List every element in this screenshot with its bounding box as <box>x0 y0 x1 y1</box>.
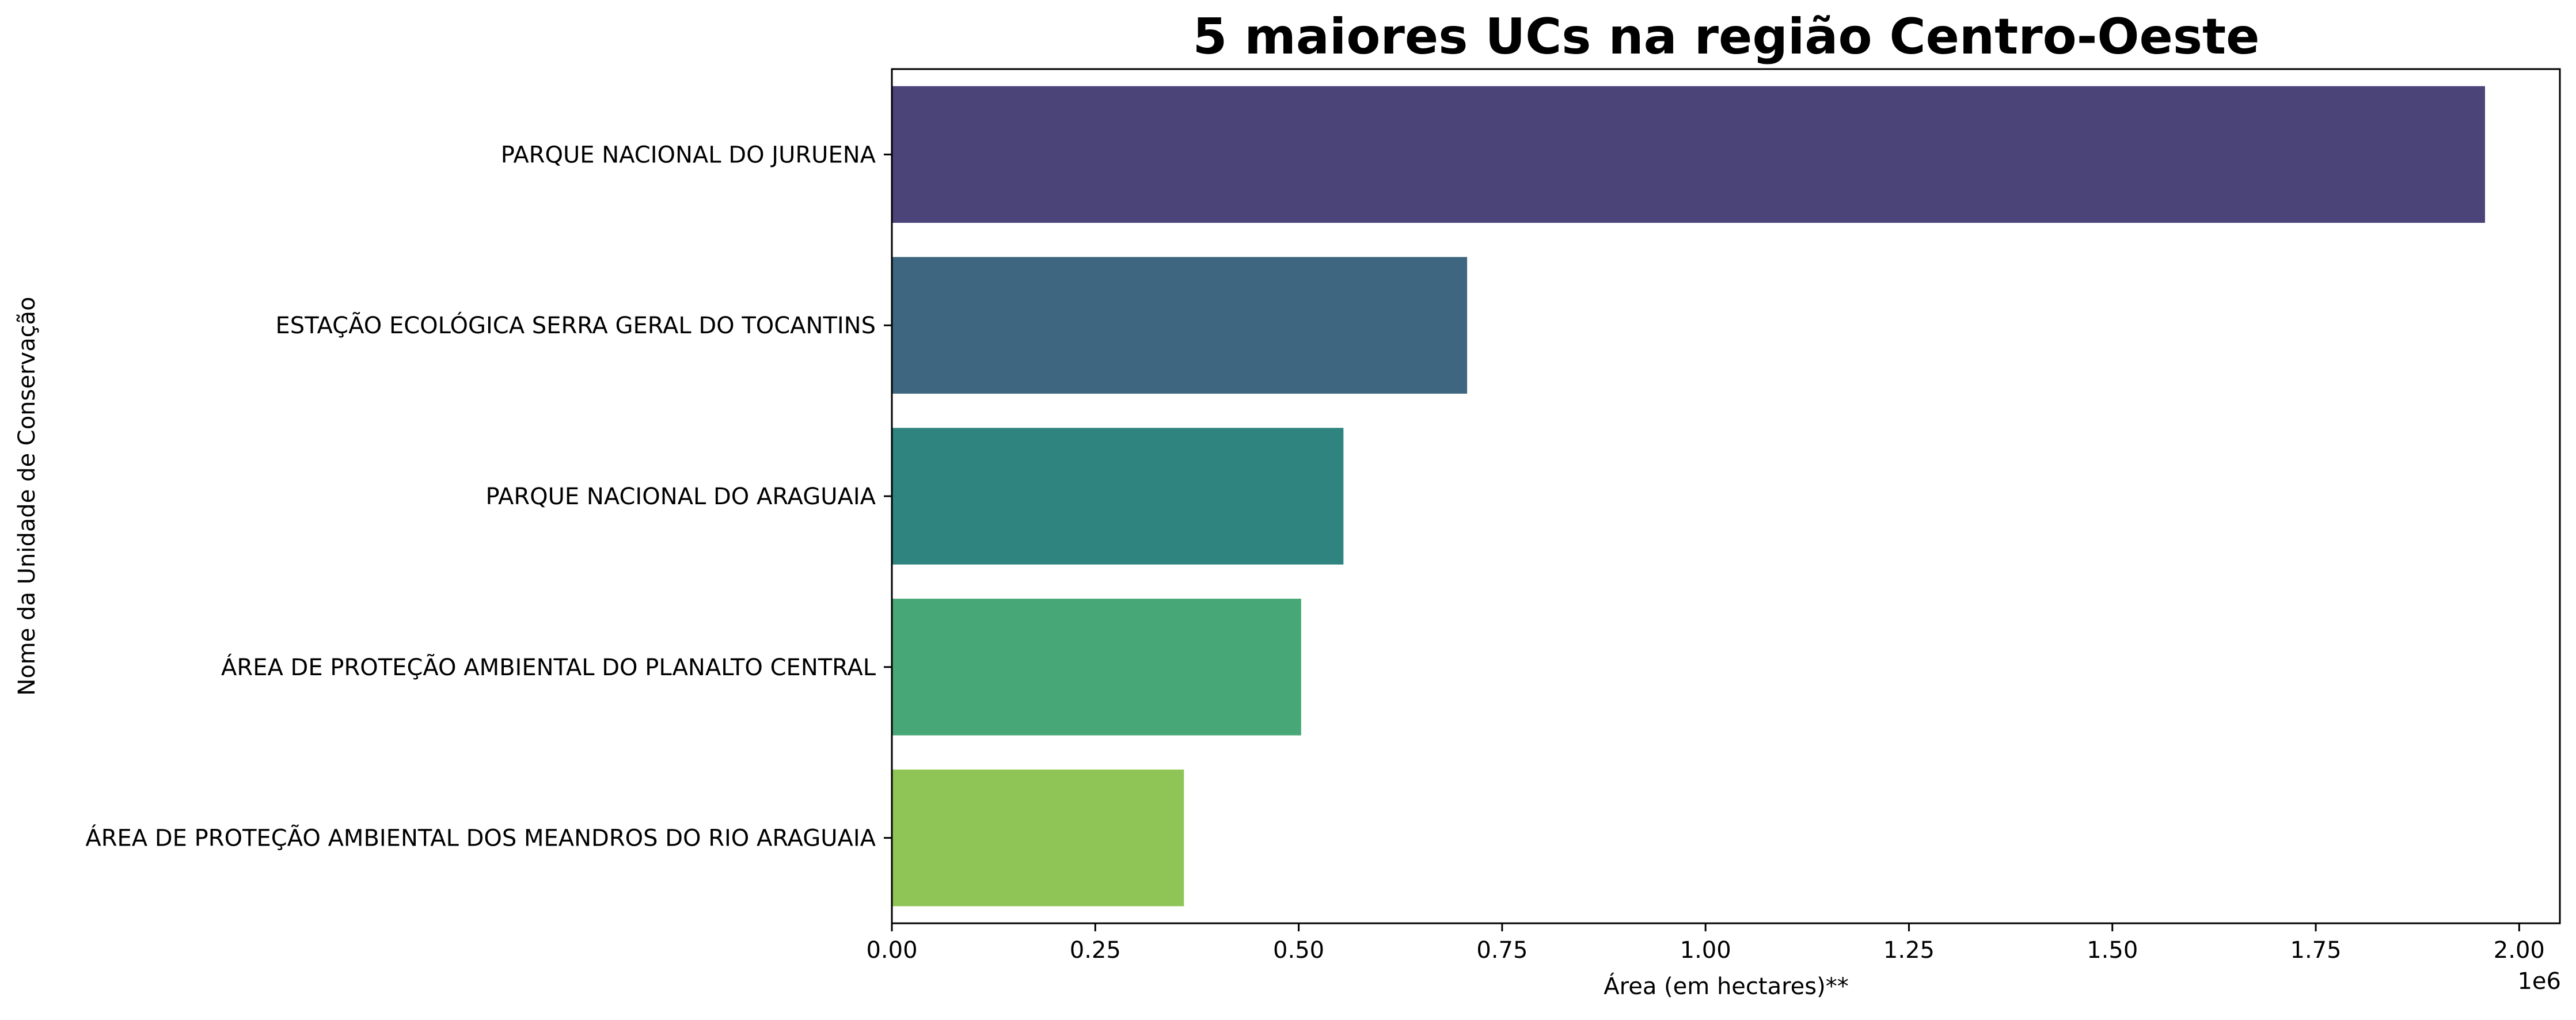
x-tick-label: 1.75 <box>2290 937 2342 964</box>
y-axis-label: Nome da Unidade de Conservação <box>14 296 40 695</box>
x-axis-label: Área (em hectares)** <box>1604 972 1848 1000</box>
x-axis-offset-label: 1e6 <box>2517 968 2561 995</box>
bars-layer <box>892 86 2485 907</box>
category-label: ESTAÇÃO ECOLÓGICA SERRA GERAL DO TOCANTI… <box>276 311 876 339</box>
bar <box>892 257 1468 394</box>
category-labels: PARQUE NACIONAL DO JURUENA ESTAÇÃO ECOLÓG… <box>85 142 892 852</box>
plot-frame <box>891 68 2561 924</box>
x-tick-label: 1.00 <box>1680 937 1731 964</box>
x-tick-label: 1.25 <box>1883 937 1935 964</box>
chart-title: 5 maiores UCs na região Centro-Oeste <box>1193 8 2260 66</box>
bar <box>892 428 1344 565</box>
bar <box>892 599 1301 736</box>
x-tick-label: 0.50 <box>1273 937 1324 964</box>
x-axis-ticks: 0.00 0.25 0.50 0.75 1.00 1.25 1.50 1.75 2.00 <box>866 923 2545 964</box>
category-label: ÁREA DE PROTEÇÃO AMBIENTAL DO PLANALTO C… <box>221 653 876 681</box>
category-label: PARQUE NACIONAL DO ARAGUAIA <box>485 484 876 510</box>
bar <box>892 769 1184 907</box>
x-tick-label: 1.50 <box>2087 937 2138 964</box>
x-tick-label: 0.75 <box>1476 937 1528 964</box>
x-tick-label: 0.25 <box>1070 937 1121 964</box>
bar <box>892 86 2485 223</box>
category-label: ÁREA DE PROTEÇÃO AMBIENTAL DOS MEANDROS … <box>85 824 876 852</box>
x-tick-label: 0.00 <box>866 937 917 964</box>
category-label: PARQUE NACIONAL DO JURUENA <box>501 142 876 168</box>
x-tick-label: 2.00 <box>2494 937 2545 964</box>
